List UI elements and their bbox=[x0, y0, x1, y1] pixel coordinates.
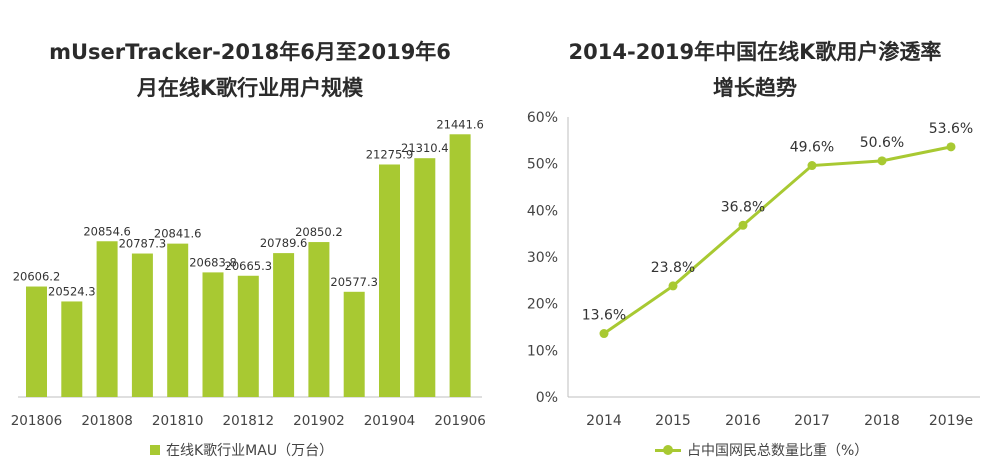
line-y-tick-label: 10% bbox=[527, 343, 558, 359]
line-legend-swatch bbox=[655, 445, 681, 455]
bar-chart-legend: 在线K歌行业MAU（万台） bbox=[150, 440, 333, 460]
bar-value-label: 20841.6 bbox=[154, 227, 202, 241]
line-x-tick-label: 2014 bbox=[586, 413, 622, 429]
line-value-label: 53.6% bbox=[929, 121, 973, 137]
left-chart-panel: mUserTracker-2018年6月至2019年6 月在线K歌行业用户规模 … bbox=[11, 34, 486, 460]
bar-x-tick-label: 201808 bbox=[81, 413, 133, 429]
bar-x-tick-label: 201812 bbox=[223, 413, 275, 429]
bar-201905 bbox=[414, 158, 436, 397]
bar-x-tick-label: 201902 bbox=[293, 413, 345, 429]
line-point-2015 bbox=[668, 281, 678, 291]
bar-value-label: 20789.6 bbox=[260, 236, 308, 250]
line-value-label: 50.6% bbox=[860, 135, 904, 151]
line-y-tick-label: 40% bbox=[527, 203, 558, 219]
bar-201810 bbox=[167, 243, 189, 397]
bar-201906 bbox=[449, 134, 471, 398]
left-chart-title: mUserTracker-2018年6月至2019年6 月在线K歌行业用户规模 bbox=[40, 34, 460, 106]
line-value-label: 23.8% bbox=[651, 260, 695, 276]
line-y-tick-label: 50% bbox=[527, 157, 558, 173]
bar-201807 bbox=[61, 301, 83, 397]
bar-value-label: 21275.9 bbox=[366, 147, 414, 161]
bar-value-label: 20665.3 bbox=[225, 259, 273, 273]
line-x-tick-label: 2017 bbox=[794, 413, 830, 429]
bar-value-label: 21310.4 bbox=[401, 141, 449, 155]
bar-value-label: 20577.3 bbox=[330, 275, 378, 289]
bar-201904 bbox=[379, 164, 400, 397]
line-y-tick-label: 0% bbox=[536, 390, 558, 406]
bar-value-label: 20683.8 bbox=[189, 255, 237, 269]
bar-201811 bbox=[202, 272, 224, 397]
bar-201808 bbox=[96, 241, 118, 397]
line-point-2019e bbox=[946, 142, 956, 152]
line-y-tick-label: 20% bbox=[527, 297, 558, 313]
bar-value-label: 21441.6 bbox=[436, 117, 484, 131]
line-point-2018 bbox=[877, 156, 887, 166]
line-y-tick-label: 60% bbox=[527, 110, 558, 126]
left-chart-title-line2: 月在线K歌行业用户规模 bbox=[136, 76, 364, 100]
bar-201812 bbox=[237, 275, 259, 397]
line-value-label: 36.8% bbox=[721, 199, 765, 215]
bar-value-label: 20850.2 bbox=[295, 225, 343, 239]
bar-201903 bbox=[343, 291, 365, 397]
line-series-path bbox=[603, 145, 952, 335]
bar-value-label: 20606.2 bbox=[13, 270, 61, 284]
bar-201901 bbox=[273, 253, 295, 397]
bar-value-label: 20854.6 bbox=[83, 224, 131, 238]
line-value-label: 13.6% bbox=[582, 308, 626, 324]
line-value-label: 49.6% bbox=[790, 140, 834, 156]
line-chart-legend: 占中国网民总数量比重（%） bbox=[655, 440, 868, 460]
bar-legend-swatch bbox=[150, 445, 160, 455]
bar-value-label: 20787.3 bbox=[119, 237, 167, 251]
bar-x-tick-label: 201806 bbox=[11, 413, 63, 429]
left-chart-title-line1: mUserTracker-2018年6月至2019年6 bbox=[49, 40, 451, 64]
bar-201806 bbox=[26, 286, 47, 397]
line-x-tick-label: 2019e bbox=[929, 413, 973, 429]
bar-x-tick-label: 201904 bbox=[364, 413, 416, 429]
line-x-tick-label: 2015 bbox=[655, 413, 691, 429]
right-chart-title: 2014-2019年中国在线K歌用户渗透率 增长趋势 bbox=[540, 34, 970, 106]
line-point-2016 bbox=[738, 220, 748, 230]
bar-value-label: 20524.3 bbox=[48, 284, 96, 298]
bar-201902 bbox=[308, 242, 330, 397]
right-chart-panel: 2014-2019年中国在线K歌用户渗透率 增长趋势 0% 10% 20% 30% 40… bbox=[500, 0, 989, 466]
line-x-tick-label: 2016 bbox=[725, 413, 761, 429]
bar-legend-label: 在线K歌行业MAU（万台） bbox=[166, 443, 334, 459]
bar-201809 bbox=[131, 253, 153, 397]
right-chart-title-line1: 2014-2019年中国在线K歌用户渗透率 bbox=[568, 40, 942, 64]
line-point-2014 bbox=[599, 329, 609, 339]
line-y-tick-label: 30% bbox=[527, 250, 558, 266]
bar-x-tick-label: 201810 bbox=[152, 413, 204, 429]
right-chart-title-line2: 增长趋势 bbox=[713, 76, 797, 100]
line-point-2017 bbox=[807, 161, 817, 171]
line-legend-label: 占中国网民总数量比重（%） bbox=[687, 443, 869, 459]
bar-x-tick-label: 201906 bbox=[434, 413, 486, 429]
line-x-tick-label: 2018 bbox=[864, 413, 900, 429]
line-chart: 0% 10% 20% 30% 40% 50% 60% 2014 2015 2016 2017 2018… bbox=[527, 110, 980, 429]
